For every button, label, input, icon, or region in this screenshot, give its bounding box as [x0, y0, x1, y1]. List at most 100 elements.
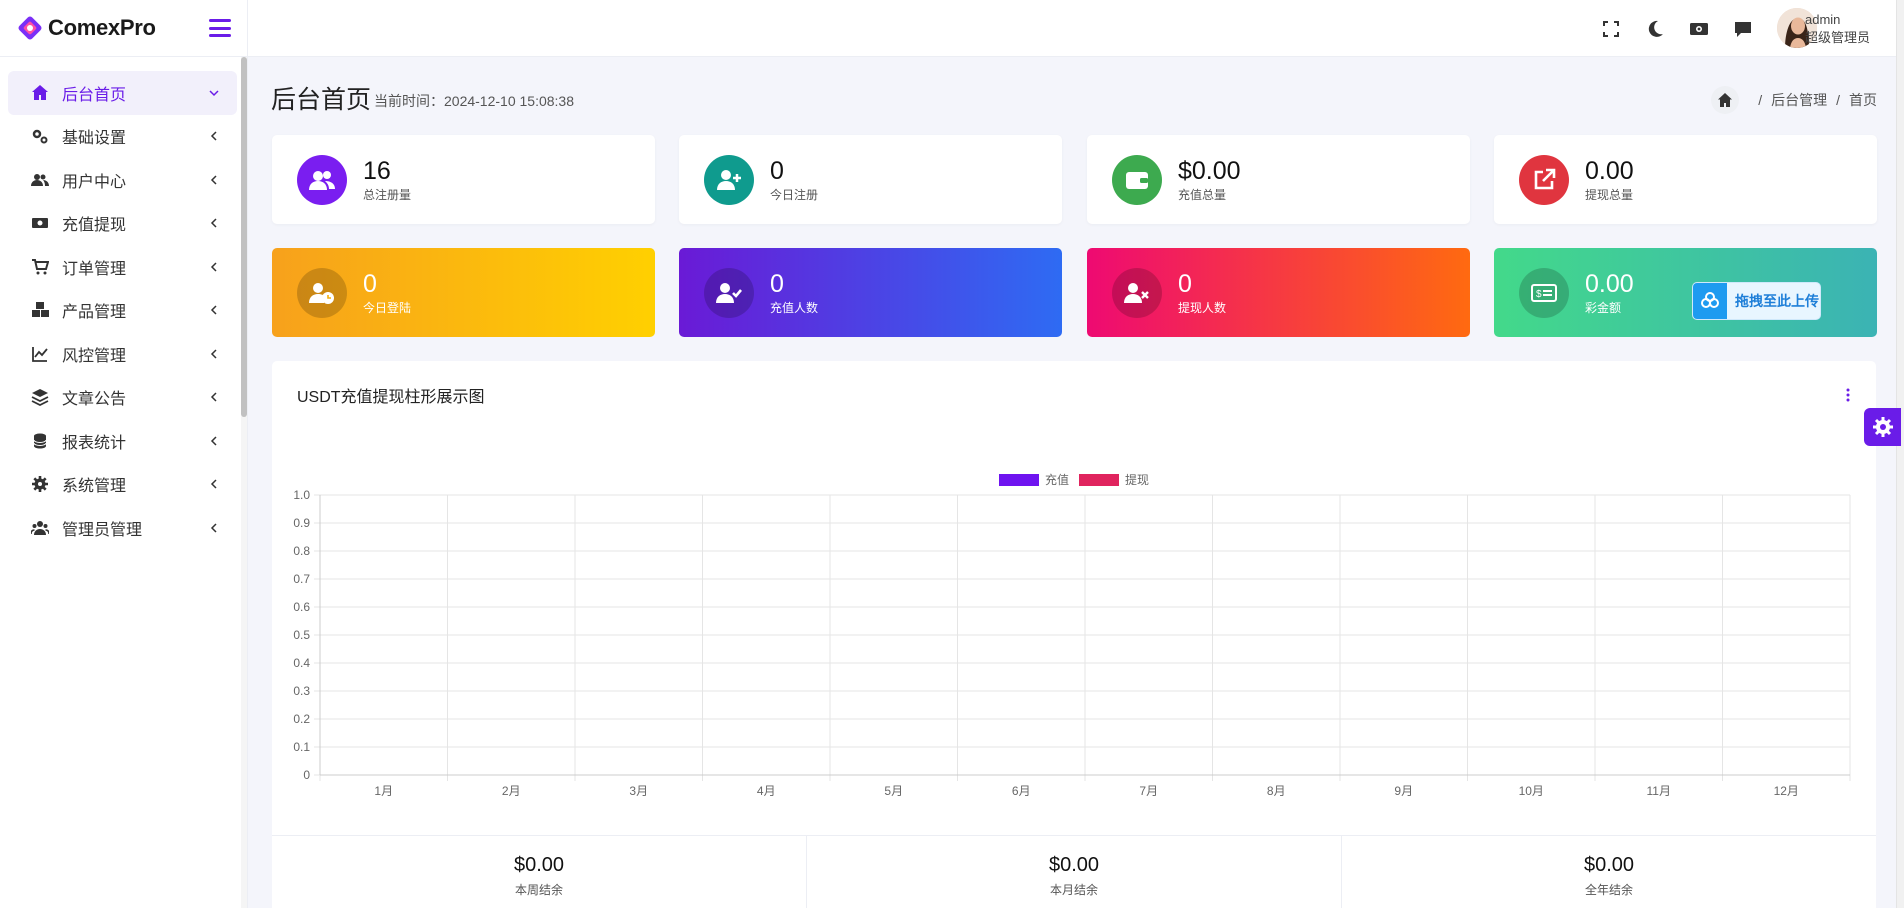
stat-label: 充值总量 [1178, 187, 1227, 202]
chart-panel: USDT充值提现柱形展示图 充值 提现 0 0.1 0.2 0.3 0.4 0.5 0.6 0… [272, 361, 1876, 908]
gear-icon [30, 475, 50, 493]
x-tick-label: 12月 [1774, 784, 1799, 798]
sidebar-item[interactable]: 报表统计 [8, 419, 237, 463]
legend-item-recharge[interactable]: 充值 [998, 471, 1069, 488]
x-tick-label: 4月 [757, 784, 776, 798]
stat-label: 今日注册 [770, 187, 819, 202]
chart-legend: 充值 提现 [272, 471, 1876, 488]
stat-label: 总注册量 [363, 187, 412, 202]
total-label: 本周结余 [514, 883, 563, 897]
chevron-left-icon [209, 392, 219, 402]
chart-title: USDT充值提现柱形展示图 [297, 389, 485, 406]
sidebar-item-label: 订单管理 [62, 260, 127, 278]
y-tick-label: 0 [303, 768, 310, 782]
sidebar-item-label: 系统管理 [62, 478, 127, 496]
sidebar-item-label: 风控管理 [62, 347, 127, 365]
breadcrumb-separator: / [1758, 92, 1763, 108]
stat-value: 0.00 [1585, 156, 1634, 185]
more-options-icon[interactable] [1845, 388, 1851, 402]
database-icon [30, 432, 50, 450]
breadcrumb-item-admin[interactable]: 后台管理 [1771, 92, 1828, 108]
sidebar-item[interactable]: 后台首页 [8, 71, 237, 115]
current-time: 当前时间：2024-12-10 15:08:38 [374, 93, 574, 109]
brand-name: ComexPro [48, 15, 156, 40]
stat-card-recharge-users: 0 充值人数 [679, 248, 1062, 337]
settings-gear-icon[interactable] [1864, 408, 1901, 446]
home-icon[interactable] [1711, 86, 1740, 114]
upload-button[interactable]: 拖拽至此上传 [1692, 282, 1821, 320]
legend-label: 提现 [1125, 473, 1150, 487]
total-value: $0.00 [1048, 854, 1100, 876]
chevron-left-icon [209, 479, 219, 489]
bill-icon: $ [1519, 267, 1569, 318]
user-name: admin [1804, 12, 1841, 27]
y-tick-label: 0.6 [293, 600, 310, 614]
stat-label: 提现人数 [1178, 300, 1227, 315]
stat-card-today-registrations: 0 今日注册 [679, 135, 1062, 224]
stat-card-total-registrations: 16 总注册量 [272, 135, 655, 224]
user-group-icon [30, 519, 50, 537]
sidebar-item[interactable]: 管理员管理 [8, 506, 237, 550]
legend-item-withdraw[interactable]: 提现 [1079, 471, 1149, 488]
cubes-icon [30, 301, 50, 319]
sidebar-scrollbar[interactable] [241, 57, 247, 908]
money-icon[interactable] [1688, 18, 1710, 40]
stat-value: 0 [1178, 269, 1192, 298]
sidebar-item[interactable]: 产品管理 [8, 289, 237, 333]
menu-toggle-icon[interactable] [209, 19, 231, 37]
sidebar-item[interactable]: 风控管理 [8, 332, 237, 376]
user-x-icon [1112, 267, 1162, 318]
breadcrumb-separator: / [1836, 92, 1840, 108]
sidebar-scroll-thumb[interactable] [241, 57, 247, 417]
user-info[interactable]: admin 超级管理员 [1805, 11, 1870, 47]
stat-label: 充值人数 [770, 300, 819, 315]
stat-card-total-withdraw: 0.00 提现总量 [1494, 135, 1877, 224]
sidebar-item-label: 产品管理 [62, 304, 127, 322]
avatar[interactable] [1777, 8, 1817, 48]
x-tick-label: 2月 [502, 784, 521, 798]
sidebar-item[interactable]: 系统管理 [8, 463, 237, 507]
gears-icon [30, 127, 50, 145]
wallet-icon [1112, 154, 1162, 205]
x-tick-label: 9月 [1394, 784, 1413, 798]
sidebar-item[interactable]: 充值提现 [8, 202, 237, 246]
cart-icon [30, 258, 50, 276]
y-tick-label: 0.4 [293, 656, 310, 670]
sidebar-item[interactable]: 用户中心 [8, 158, 237, 202]
total-label: 本月结余 [1049, 883, 1098, 897]
legend-label: 充值 [1044, 473, 1069, 487]
y-tick-label: 0.9 [293, 516, 310, 530]
page-scrollbar[interactable] [1896, 0, 1904, 908]
total-value: $0.00 [1583, 854, 1635, 876]
stat-card-total-recharge: $0.00 充值总量 [1087, 135, 1470, 224]
breadcrumb-item-home: 首页 [1849, 92, 1877, 108]
breadcrumb: / 后台管理 / 首页 [1711, 86, 1877, 114]
money-icon [30, 214, 50, 232]
chevron-left-icon [209, 218, 219, 228]
user-check-icon [704, 267, 754, 318]
y-tick-label: 0.2 [293, 712, 310, 726]
stat-value: $0.00 [1178, 156, 1241, 185]
total-label: 全年结余 [1584, 883, 1633, 897]
stat-card-today-logins: 0 今日登陆 [272, 248, 655, 337]
upload-button-label: 拖拽至此上传 [1735, 293, 1819, 309]
users-icon [297, 154, 347, 205]
totals-row: $0.00 本周结余 $0.00 本月结余 $0.00 全年结余 [272, 835, 1876, 908]
sidebar-item[interactable]: 基础设置 [8, 115, 237, 159]
topbar-icons [1600, 18, 1754, 40]
x-tick-label: 11月 [1647, 784, 1671, 798]
total-year: $0.00 全年结余 [1342, 836, 1876, 908]
x-tick-label: 5月 [884, 784, 903, 798]
sidebar-item[interactable]: 文章公告 [8, 376, 237, 420]
fullscreen-icon[interactable] [1600, 18, 1622, 40]
x-tick-label: 8月 [1267, 784, 1286, 798]
chevron-down-icon [209, 88, 219, 98]
legend-swatch [998, 473, 1039, 486]
moon-icon[interactable] [1644, 18, 1666, 40]
legend-swatch [1079, 473, 1119, 486]
message-icon[interactable] [1732, 18, 1754, 40]
stat-value: 0.00 [1585, 269, 1634, 298]
sidebar-item[interactable]: 订单管理 [8, 245, 237, 289]
stat-card-bonus: $ 0.00 彩金额 拖拽至此上传 [1494, 248, 1877, 337]
chevron-left-icon [209, 436, 219, 446]
